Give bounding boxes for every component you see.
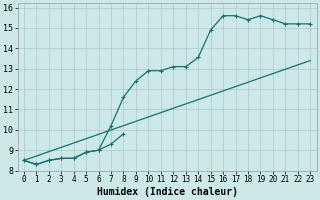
X-axis label: Humidex (Indice chaleur): Humidex (Indice chaleur): [97, 186, 237, 197]
